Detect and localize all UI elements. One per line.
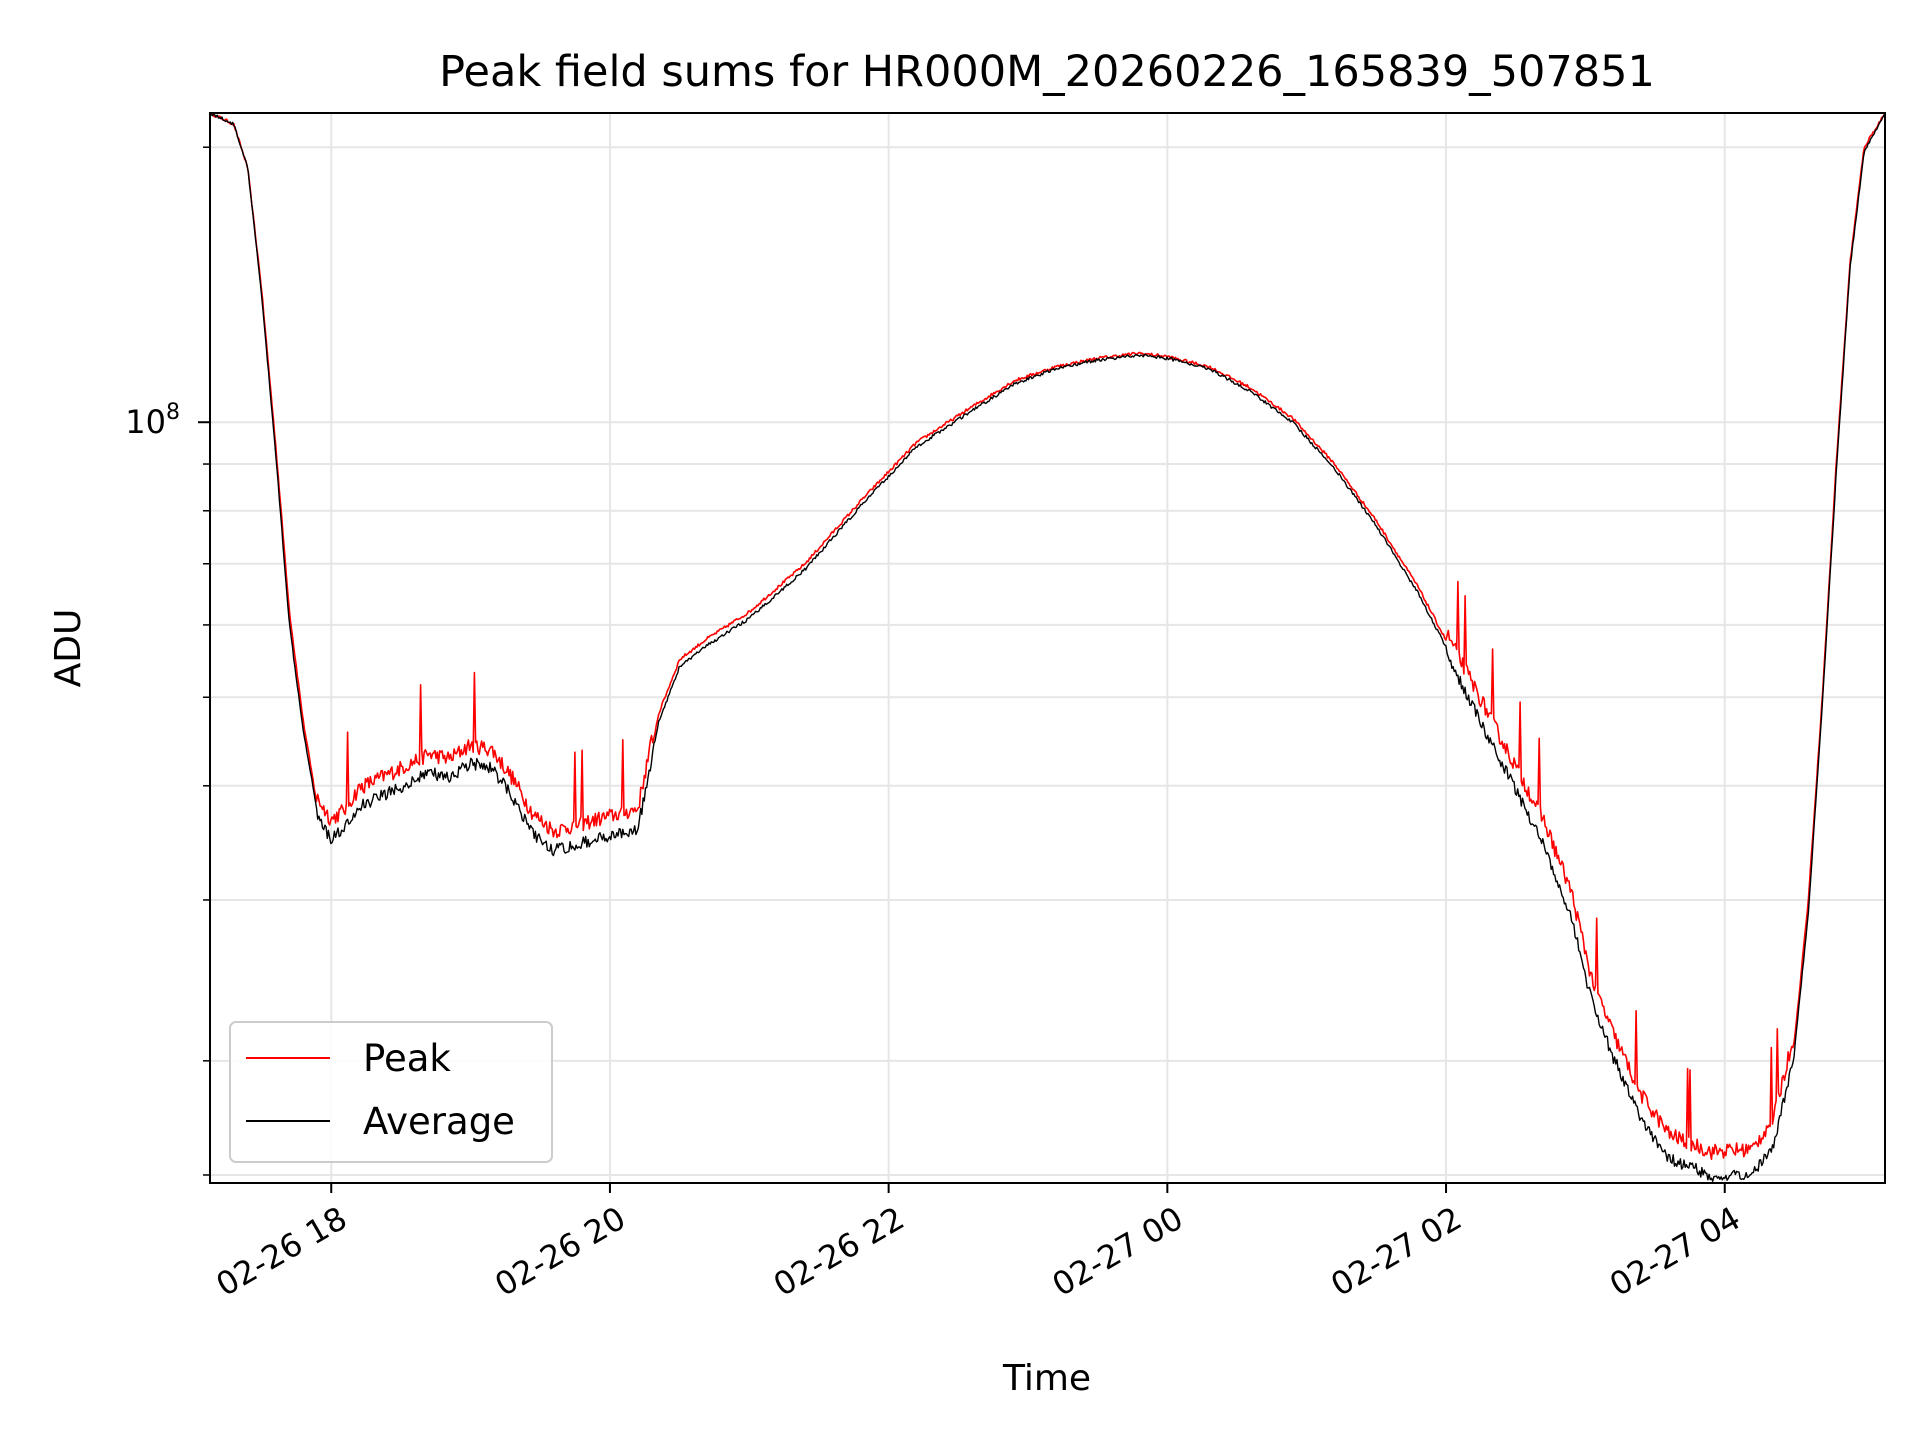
y-tick-exponent: 8: [166, 400, 180, 425]
series-line-average: [209, 112, 1886, 1182]
legend-label-peak: Peak: [363, 1037, 451, 1080]
y-axis-label: ADU: [48, 609, 89, 688]
y-tick-label-1e8: 108: [125, 400, 180, 441]
legend-label-average: Average: [363, 1100, 515, 1143]
y-tick-base: 10: [125, 403, 166, 441]
x-axis-label: Time: [1002, 1358, 1091, 1399]
plot-frame: [209, 112, 1886, 1184]
series-line-peak: [209, 112, 1886, 1160]
legend: Peak Average: [229, 1021, 553, 1163]
grid-layer: [210, 113, 1885, 1183]
series-layer: [209, 112, 1886, 1182]
chart-title: Peak field sums for HR000M_20260226_1658…: [439, 47, 1655, 97]
